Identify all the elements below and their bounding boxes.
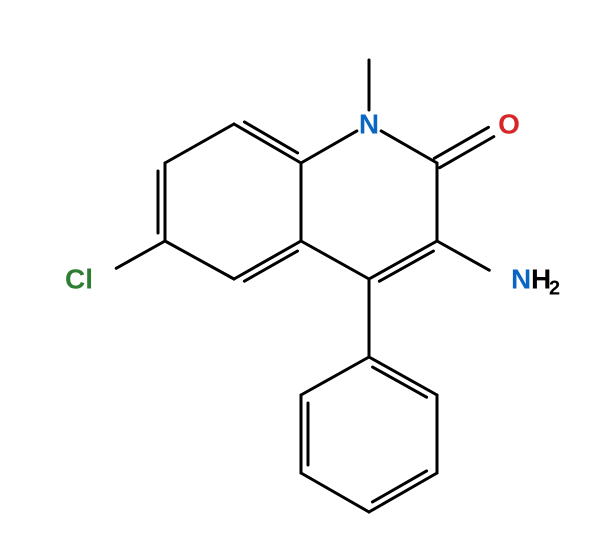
svg-text:N: N [359, 108, 379, 139]
chemical-structure-diagram: NONH2Cl [0, 0, 600, 550]
svg-text:2: 2 [549, 277, 560, 299]
svg-text:N: N [511, 263, 531, 294]
svg-text:O: O [498, 108, 520, 139]
svg-text:Cl: Cl [65, 263, 93, 294]
